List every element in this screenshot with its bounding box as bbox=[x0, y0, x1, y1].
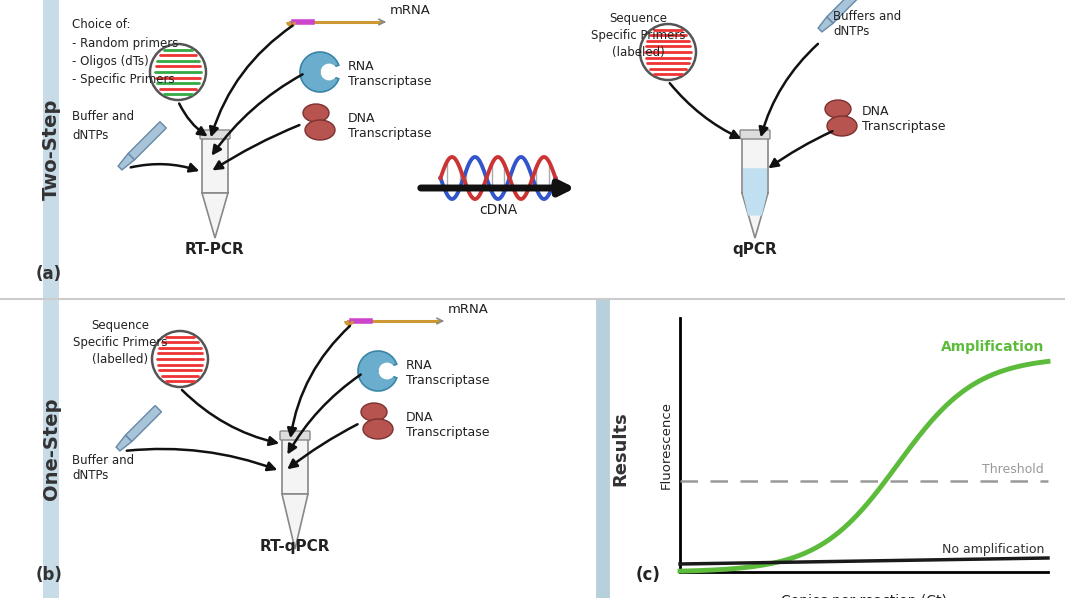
Text: DNA
Transcriptase: DNA Transcriptase bbox=[348, 112, 431, 140]
FancyBboxPatch shape bbox=[200, 130, 230, 139]
Polygon shape bbox=[128, 121, 166, 160]
Polygon shape bbox=[282, 494, 308, 549]
Text: No amplification: No amplification bbox=[941, 543, 1044, 556]
Polygon shape bbox=[126, 405, 162, 441]
Text: Sequence
Specific Primers
(labelled): Sequence Specific Primers (labelled) bbox=[72, 319, 167, 366]
Ellipse shape bbox=[828, 116, 857, 136]
Text: mRNA: mRNA bbox=[390, 4, 431, 17]
Text: One-Step: One-Step bbox=[42, 397, 61, 500]
Text: Two-Step: Two-Step bbox=[42, 99, 61, 200]
Polygon shape bbox=[743, 168, 767, 215]
Polygon shape bbox=[116, 435, 132, 451]
Text: Results: Results bbox=[611, 411, 629, 486]
Ellipse shape bbox=[305, 120, 335, 140]
Bar bbox=[742, 138, 768, 193]
Text: DNA
Transcriptase: DNA Transcriptase bbox=[406, 411, 490, 439]
Polygon shape bbox=[202, 193, 228, 238]
Text: Sequence
Specific Primers
(labeled): Sequence Specific Primers (labeled) bbox=[591, 12, 685, 59]
Polygon shape bbox=[826, 0, 862, 23]
Wedge shape bbox=[358, 351, 397, 391]
Text: (c): (c) bbox=[636, 566, 661, 584]
Bar bbox=[202, 138, 228, 193]
Text: Fluorescence: Fluorescence bbox=[659, 401, 672, 489]
Circle shape bbox=[378, 362, 395, 379]
Circle shape bbox=[150, 44, 206, 100]
Text: Threshold: Threshold bbox=[982, 463, 1044, 475]
Text: qPCR: qPCR bbox=[733, 242, 777, 257]
FancyBboxPatch shape bbox=[280, 431, 310, 440]
Text: DNA
Transcriptase: DNA Transcriptase bbox=[862, 105, 946, 133]
FancyBboxPatch shape bbox=[740, 130, 770, 139]
Circle shape bbox=[321, 63, 338, 80]
Text: RNA
Transcriptase: RNA Transcriptase bbox=[348, 60, 431, 88]
Wedge shape bbox=[300, 52, 339, 92]
Bar bbox=[43, 299, 59, 598]
Text: RT-PCR: RT-PCR bbox=[185, 242, 245, 257]
Ellipse shape bbox=[825, 100, 851, 118]
Text: Buffers and
dNTPs: Buffers and dNTPs bbox=[833, 10, 901, 38]
Ellipse shape bbox=[363, 419, 393, 439]
Ellipse shape bbox=[361, 403, 387, 421]
Text: (a): (a) bbox=[36, 265, 62, 283]
Polygon shape bbox=[118, 154, 134, 170]
Text: cDNA: cDNA bbox=[479, 203, 518, 217]
Bar bbox=[282, 439, 308, 494]
Text: Amplification: Amplification bbox=[940, 340, 1044, 354]
Text: Choice of:
- Random primers
- Oligos (dTs)
- Specific Primers

Buffer and
dNTPs: Choice of: - Random primers - Oligos (dT… bbox=[72, 18, 178, 142]
Text: Buffer and
dNTPs: Buffer and dNTPs bbox=[72, 454, 134, 482]
Circle shape bbox=[152, 331, 208, 387]
Bar bbox=[43, 0, 59, 299]
Text: mRNA: mRNA bbox=[448, 303, 489, 316]
Ellipse shape bbox=[304, 104, 329, 122]
Circle shape bbox=[640, 24, 697, 80]
Text: Copies per reaction (Ct): Copies per reaction (Ct) bbox=[781, 594, 947, 598]
Polygon shape bbox=[818, 17, 833, 32]
Text: (b): (b) bbox=[35, 566, 63, 584]
Text: RNA
Transcriptase: RNA Transcriptase bbox=[406, 359, 490, 387]
Polygon shape bbox=[742, 193, 768, 238]
Text: RT-qPCR: RT-qPCR bbox=[260, 539, 330, 554]
